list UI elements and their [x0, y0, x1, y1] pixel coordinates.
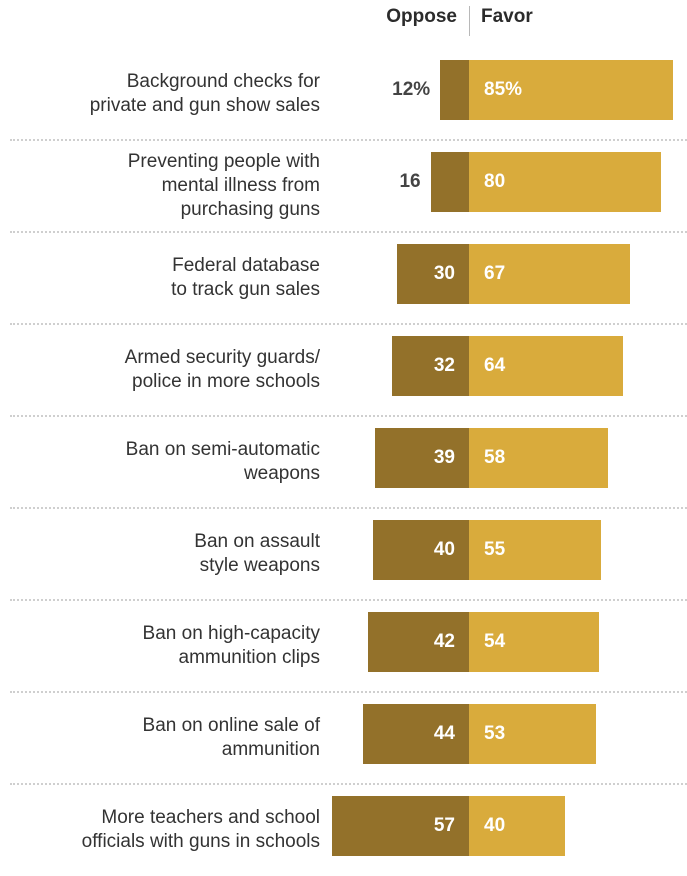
- chart-row: Preventing people with mental illness fro…: [0, 140, 687, 232]
- oppose-bar: [392, 336, 469, 396]
- row-divider: [10, 691, 687, 693]
- chart-row: Armed security guards/police in more sch…: [0, 324, 687, 416]
- favor-value-label: 80: [484, 171, 506, 192]
- row-divider: [10, 599, 687, 601]
- chart-row: Background checks for private and gun sho…: [0, 48, 687, 140]
- oppose-bar: [332, 796, 469, 856]
- oppose-value-label: 42: [433, 631, 455, 652]
- oppose-value-label: 32: [433, 355, 455, 376]
- oppose-value-label: 30: [433, 263, 455, 284]
- favor-value-label: 55: [484, 539, 506, 560]
- oppose-bar: [430, 152, 469, 212]
- category-label: Ban on high-capacity ammunition clips: [142, 623, 320, 668]
- row-divider: [10, 507, 687, 509]
- chart: Oppose Favor Background checks for privat…: [0, 6, 687, 856]
- favor-bar: [469, 520, 601, 580]
- chart-row: Ban on online sale of ammunition 44 53: [0, 692, 687, 784]
- category-label: Ban on semi-automatic weapons: [125, 439, 320, 484]
- chart-row: Federal database to track gun sales 30 67: [0, 232, 687, 324]
- category-label: Ban on assault style weapons: [194, 531, 320, 576]
- favor-value-label: 40: [484, 815, 506, 836]
- category-label: Preventing people with mental illness fro…: [127, 151, 320, 220]
- oppose-header: Oppose: [386, 6, 457, 27]
- oppose-bar: [368, 612, 469, 672]
- favor-bar: [469, 244, 630, 304]
- category-label: Ban on online sale of ammunition: [142, 715, 320, 760]
- oppose-bar: [363, 704, 469, 764]
- category-label: Background checks for private and gun sho…: [89, 71, 320, 116]
- favor-bar: [469, 704, 597, 764]
- favor-bar: [469, 60, 673, 120]
- oppose-value-label: 44: [433, 723, 455, 744]
- favor-bar: [469, 796, 565, 856]
- favor-value-label: 64: [484, 355, 506, 376]
- favor-bar: [469, 428, 609, 488]
- category-label: Federal database to track gun sales: [171, 255, 320, 300]
- oppose-value-label: 39: [433, 447, 455, 468]
- favor-header: Favor: [481, 6, 533, 27]
- oppose-value-label: 40: [433, 539, 455, 560]
- row-divider: [10, 323, 687, 325]
- row-divider: [10, 783, 687, 785]
- chart-row: Ban on high-capacity ammunition clips 42 54: [0, 600, 687, 692]
- row-divider: [10, 231, 687, 233]
- favor-value-label: 67: [484, 263, 506, 284]
- header-divider: [469, 6, 470, 36]
- oppose-bar: [373, 520, 469, 580]
- favor-bar: [469, 612, 599, 672]
- oppose-value-label: 57: [433, 815, 455, 836]
- category-label: Armed security guards/police in more sch…: [124, 347, 320, 392]
- oppose-bar: [440, 60, 469, 120]
- row-divider: [10, 415, 687, 417]
- favor-value-label: 54: [484, 631, 506, 652]
- chart-row: More teachers and school officials with g…: [0, 784, 687, 876]
- oppose-bar: [375, 428, 469, 488]
- oppose-value-label: 12%: [392, 79, 431, 100]
- oppose-bar: [397, 244, 469, 304]
- favor-bar: [469, 336, 623, 396]
- favor-value-label: 85%: [484, 79, 523, 100]
- row-divider: [10, 139, 687, 141]
- favor-value-label: 58: [484, 447, 506, 468]
- chart-row: Ban on assault style weapons 40 55: [0, 508, 687, 600]
- category-label: More teachers and school officials with g…: [81, 807, 320, 852]
- oppose-value-label: 16: [399, 171, 421, 192]
- favor-bar: [469, 152, 661, 212]
- chart-row: Ban on semi-automatic weapons 39 58: [0, 416, 687, 508]
- favor-value-label: 53: [484, 723, 506, 744]
